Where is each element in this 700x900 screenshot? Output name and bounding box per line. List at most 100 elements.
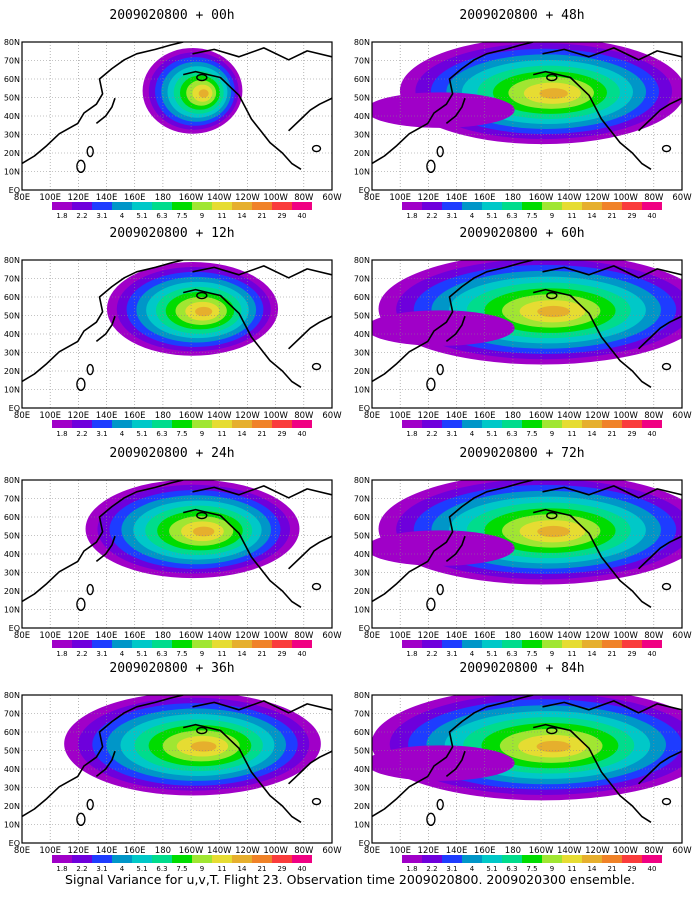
island-outline bbox=[86, 363, 94, 376]
lat-label: 50N bbox=[4, 312, 20, 321]
lon-label: 140E bbox=[96, 846, 118, 855]
colorbar-swatch bbox=[642, 420, 662, 428]
colorbar-tick-label: 9 bbox=[549, 212, 555, 220]
lon-label: 180 bbox=[505, 631, 521, 640]
lon-label: 100W bbox=[613, 846, 638, 855]
island-outline bbox=[76, 597, 86, 612]
lat-label: 80N bbox=[4, 38, 20, 47]
colorbar-swatch bbox=[482, 640, 502, 648]
colorbar-tick-label: 6.3 bbox=[506, 865, 518, 873]
colorbar-swatch bbox=[542, 855, 562, 863]
island-outline bbox=[196, 73, 208, 82]
colorbar-swatch bbox=[172, 202, 192, 210]
colorbar bbox=[52, 855, 312, 863]
colorbar-swatch bbox=[152, 202, 172, 210]
lat-label: 60N bbox=[4, 513, 20, 522]
coastline-arctic bbox=[192, 265, 332, 279]
panel-title: 2009020800 + 72h bbox=[459, 446, 585, 461]
coastline-north-america bbox=[288, 750, 332, 785]
lon-label: 80E bbox=[364, 193, 380, 202]
panel-title: 2009020800 + 48h bbox=[459, 8, 585, 23]
lon-label: 160E bbox=[124, 631, 146, 640]
island-outline bbox=[426, 159, 436, 174]
lon-label: 140W bbox=[207, 193, 232, 202]
panel-title: 2009020800 + 00h bbox=[109, 8, 235, 23]
island-outline bbox=[426, 377, 436, 392]
lon-label: 60W bbox=[322, 193, 342, 202]
lat-label: 10N bbox=[4, 386, 20, 395]
map-panel: 2009020800 + 12h 80N 70N 60N 50N 40N 30N 20N 10N… bbox=[2, 220, 342, 440]
lon-label: 180 bbox=[155, 411, 171, 420]
lon-label: 180 bbox=[505, 193, 521, 202]
lon-label: 180 bbox=[505, 846, 521, 855]
colorbar-swatch bbox=[172, 420, 192, 428]
colorbar-tick-label: 2.2 bbox=[426, 650, 438, 658]
map-frame bbox=[371, 259, 683, 409]
lon-label: 140W bbox=[557, 193, 582, 202]
colorbar-swatch bbox=[112, 420, 132, 428]
lon-label: 100W bbox=[613, 631, 638, 640]
lat-label: 10N bbox=[4, 821, 20, 830]
coastline-asia bbox=[372, 42, 534, 165]
colorbar-swatch bbox=[212, 420, 232, 428]
colorbar-swatch bbox=[482, 855, 502, 863]
colorbar-tick-label: 14 bbox=[237, 430, 247, 438]
colorbar-tick-label: 4 bbox=[119, 430, 125, 438]
colorbar-tick-label: 14 bbox=[237, 650, 247, 658]
lon-label: 120W bbox=[585, 193, 610, 202]
lat-label: 50N bbox=[354, 532, 370, 541]
colorbar-tick-label: 1.8 bbox=[406, 650, 418, 658]
lon-label: 80W bbox=[294, 193, 314, 202]
lon-label: 100E bbox=[389, 411, 411, 420]
lon-label: 120W bbox=[585, 411, 610, 420]
colorbar-swatch bbox=[582, 420, 602, 428]
map-panel: 2009020800 + 24h 80N 70N 60N 50N 40N 30N 20N 10N… bbox=[2, 440, 342, 660]
coastline-north-america bbox=[638, 97, 682, 132]
lon-label: 140E bbox=[96, 411, 118, 420]
colorbar-swatch bbox=[52, 640, 72, 648]
colorbar-tick-label: 6.3 bbox=[506, 430, 518, 438]
variance-contour bbox=[192, 526, 215, 537]
coastline-north-america bbox=[288, 535, 332, 570]
colorbar bbox=[52, 202, 312, 210]
colorbar-swatch bbox=[292, 640, 312, 648]
coastline-japan bbox=[95, 97, 116, 125]
lon-label: 120E bbox=[418, 411, 440, 420]
lat-label: 60N bbox=[4, 75, 20, 84]
lat-label: 20N bbox=[4, 802, 20, 811]
island-outline bbox=[76, 812, 86, 827]
colorbar-swatch bbox=[542, 202, 562, 210]
island-outline bbox=[426, 597, 436, 612]
lon-label: 180 bbox=[505, 411, 521, 420]
colorbar-swatch bbox=[92, 420, 112, 428]
lon-label: 180 bbox=[155, 193, 171, 202]
colorbar-swatch bbox=[212, 855, 232, 863]
colorbar-swatch bbox=[402, 855, 422, 863]
colorbar-tick-label: 7.5 bbox=[526, 430, 538, 438]
lon-label: 160E bbox=[474, 193, 496, 202]
island-outline bbox=[661, 144, 672, 153]
lon-label: 80E bbox=[364, 846, 380, 855]
colorbar-tick-label: 29 bbox=[277, 212, 287, 220]
variance-contour bbox=[372, 745, 515, 781]
panel-title: 2009020800 + 60h bbox=[459, 226, 585, 241]
lat-label: 20N bbox=[354, 587, 370, 596]
colorbar-swatch bbox=[442, 640, 462, 648]
variance-contour bbox=[372, 310, 515, 346]
colorbar-tick-label: 2.2 bbox=[76, 865, 88, 873]
lon-label: 140E bbox=[446, 193, 468, 202]
colorbar-tick-label: 29 bbox=[277, 865, 287, 873]
lon-label: 100W bbox=[263, 411, 288, 420]
lon-label: 120E bbox=[68, 193, 90, 202]
lon-label: 80W bbox=[644, 411, 664, 420]
lon-label: 140E bbox=[96, 631, 118, 640]
colorbar-tick-label: 5.1 bbox=[136, 212, 148, 220]
colorbar-swatch bbox=[212, 202, 232, 210]
coastline-north-america bbox=[288, 97, 332, 132]
lon-label: 140W bbox=[557, 846, 582, 855]
island-outline bbox=[426, 812, 436, 827]
variance-contour bbox=[195, 306, 213, 317]
lat-label: 80N bbox=[4, 476, 20, 485]
colorbar-tick-label: 7.5 bbox=[526, 865, 538, 873]
